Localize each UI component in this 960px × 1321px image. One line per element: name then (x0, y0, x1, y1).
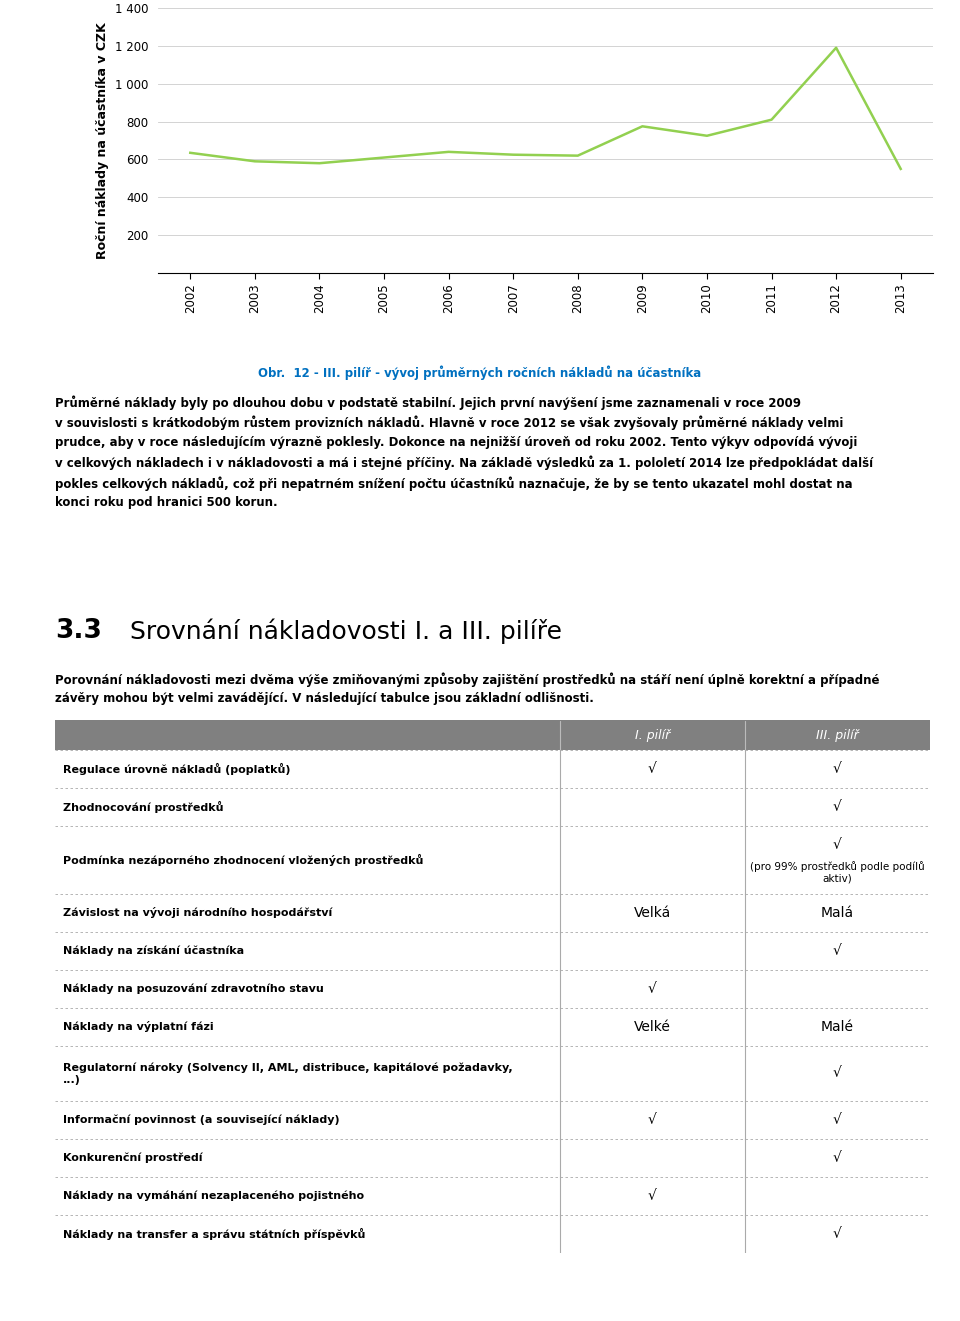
Text: Průměrné náklady byly po dlouhou dobu v podstatě stabilní. Jejich první navýšení: Průměrné náklady byly po dlouhou dobu v … (55, 395, 874, 510)
Text: Závislost na vývoji národního hospodářství: Závislost na vývoji národního hospodářst… (63, 908, 332, 918)
Text: Velká: Velká (634, 906, 671, 919)
Bar (55, 970, 930, 1008)
Text: Náklady na vymáhání nezaplaceného pojistného: Náklady na vymáhání nezaplaceného pojist… (63, 1190, 364, 1201)
Text: Porovnání nákladovosti mezi dvěma výše zmiňovanými způsoby zajištění prostředků : Porovnání nákladovosti mezi dvěma výše z… (55, 672, 879, 705)
Text: Srovnání nákladovosti I. a III. pilíře: Srovnání nákladovosti I. a III. pilíře (130, 618, 562, 643)
Bar (55, 750, 930, 789)
Bar (55, 720, 930, 750)
Bar (55, 826, 930, 894)
Text: √: √ (648, 1189, 657, 1203)
Bar (55, 1100, 930, 1139)
Bar (55, 1177, 930, 1215)
Text: √: √ (648, 762, 657, 775)
Bar (55, 1215, 930, 1254)
Bar (55, 1008, 930, 1046)
Text: √: √ (648, 982, 657, 996)
Text: √: √ (833, 762, 842, 775)
Text: Velké: Velké (634, 1020, 671, 1034)
Text: Regulatorní nároky (Solvency II, AML, distribuce, kapitálové požadavky,
...): Regulatorní nároky (Solvency II, AML, di… (63, 1062, 513, 1085)
Text: √: √ (833, 1114, 842, 1127)
Text: Regulace úrovně nákladů (poplatků): Regulace úrovně nákladů (poplatků) (63, 764, 291, 775)
Text: √: √ (833, 1151, 842, 1165)
Text: Zhodnocování prostředků: Zhodnocování prostředků (63, 801, 224, 812)
Text: Náklady na získání účastníka: Náklady na získání účastníka (63, 946, 244, 956)
Text: √: √ (833, 1227, 842, 1240)
Text: Podmínka nezáporného zhodnocení vložených prostředků: Podmínka nezáporného zhodnocení vloženýc… (63, 853, 423, 867)
Text: Malá: Malá (821, 906, 854, 919)
Text: Informační povinnost (a související náklady): Informační povinnost (a související nákl… (63, 1115, 340, 1125)
Text: III. pilíř: III. pilíř (816, 728, 859, 741)
Text: I. pilíř: I. pilíř (635, 728, 670, 741)
Text: Náklady na transfer a správu státních příspěvků: Náklady na transfer a správu státních př… (63, 1229, 366, 1240)
Text: √: √ (833, 838, 842, 852)
Text: Náklady na posuzování zdravotního stavu: Náklady na posuzování zdravotního stavu (63, 984, 324, 995)
Text: √: √ (648, 1114, 657, 1127)
Text: 3.3: 3.3 (55, 618, 102, 645)
Text: Obr.  12 - III. pilíř - vývoj průměrných ročních nákladů na účastníka: Obr. 12 - III. pilíř - vývoj průměrných … (258, 365, 702, 379)
Text: √: √ (833, 801, 842, 814)
Text: Náklady na výplatní fázi: Náklady na výplatní fázi (63, 1021, 214, 1033)
Text: √: √ (833, 1066, 842, 1081)
Bar (55, 933, 930, 970)
Bar (55, 894, 930, 933)
Y-axis label: Roční náklady na účastníka v CZK: Roční náklady na účastníka v CZK (96, 22, 109, 259)
Text: √: √ (833, 945, 842, 958)
Bar (55, 1046, 930, 1100)
Text: Konkurenční prostředí: Konkurenční prostředí (63, 1153, 203, 1164)
Bar (55, 789, 930, 826)
Text: (pro 99% prostředků podle podílů
aktiv): (pro 99% prostředků podle podílů aktiv) (750, 861, 924, 884)
Text: Malé: Malé (821, 1020, 854, 1034)
Bar (55, 1139, 930, 1177)
